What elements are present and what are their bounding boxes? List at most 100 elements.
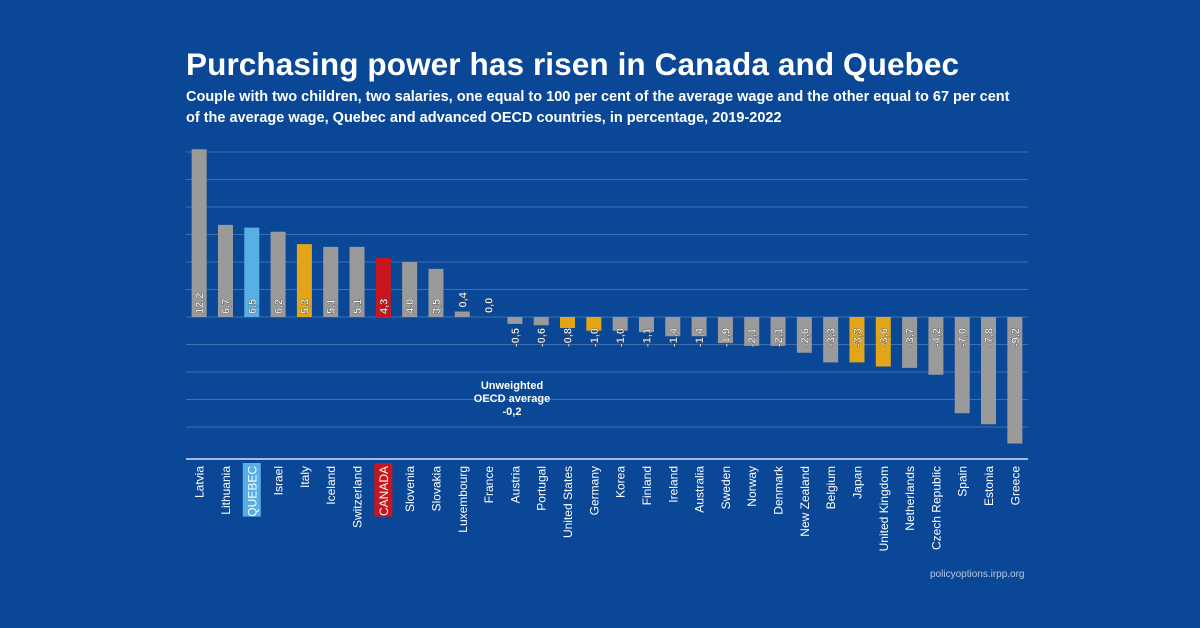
category-label: Ireland [666, 466, 680, 503]
bar [744, 317, 760, 346]
value-label: -3,6 [878, 328, 890, 347]
chart-subtitle: Couple with two children, two salaries, … [186, 89, 1010, 126]
category-label: Italy [298, 466, 312, 488]
value-label: -1,9 [720, 328, 732, 347]
category-label: Luxembourg [456, 466, 470, 533]
source-credit: policyoptions.irpp.org [930, 569, 1025, 580]
bar [375, 257, 391, 317]
value-label: -2,1 [773, 328, 785, 347]
value-label: 0,4 [457, 291, 469, 307]
category-label: Finland [640, 466, 654, 505]
category-label: Spain [956, 466, 970, 497]
category-label: Switzerland [351, 466, 365, 528]
value-label: -0,6 [536, 328, 548, 347]
value-label: -2,6 [799, 328, 811, 347]
category-label: Czech Republic [929, 466, 943, 550]
bar [612, 317, 628, 331]
bar [270, 231, 286, 317]
value-label: -1,4 [668, 327, 680, 347]
category-label: Israel [272, 466, 286, 495]
value-label: -0,8 [563, 328, 575, 347]
bar [296, 244, 312, 317]
value-label: -7,8 [984, 328, 996, 347]
category-label: Slovakia [429, 466, 443, 512]
category-label: Austria [508, 466, 522, 504]
value-label: -3,3 [826, 328, 838, 347]
value-label: 5,1 [352, 299, 364, 314]
value-label: 5,1 [326, 299, 338, 314]
bar [454, 311, 470, 317]
oecd-average-value: -0,2 [502, 406, 522, 418]
category-label: United Kingdom [877, 466, 891, 551]
bar [691, 317, 707, 337]
bar [244, 227, 260, 317]
category-label: Australia [693, 466, 707, 513]
bar [875, 317, 891, 367]
value-label: 4,3 [378, 299, 390, 314]
bar [665, 317, 681, 337]
value-label: 3,5 [431, 299, 443, 314]
category-label: Korea [614, 466, 628, 498]
bar [428, 268, 444, 317]
value-label: -7,0 [957, 328, 969, 347]
bar [217, 224, 233, 317]
category-label: QUEBEC [245, 466, 259, 517]
bar [770, 317, 786, 346]
bar [849, 317, 865, 363]
value-label: -1,0 [589, 328, 601, 347]
bar [928, 317, 944, 375]
category-label: Greece [1008, 466, 1022, 506]
category-label: Sweden [719, 466, 733, 509]
category-label-box [242, 463, 261, 517]
category-label: New Zealand [798, 466, 812, 537]
bar [507, 317, 523, 324]
value-label: 5,3 [299, 299, 311, 314]
bar [349, 246, 365, 317]
category-label: Latvia [193, 466, 207, 498]
oecd-average-line2: OECD average [473, 393, 551, 405]
category-label: Netherlands [903, 466, 917, 531]
category-label: Slovenia [403, 466, 417, 512]
category-label: CANADA [377, 466, 391, 516]
bar [560, 317, 576, 328]
bar [533, 317, 549, 326]
value-label: -3,7 [905, 328, 917, 347]
category-label: Denmark [772, 465, 786, 515]
category-label: United States [561, 466, 575, 538]
bar [717, 317, 733, 344]
value-label: -0,5 [510, 328, 522, 347]
bar [638, 317, 654, 333]
bar [981, 317, 997, 425]
category-label: Portugal [535, 466, 549, 511]
value-label: 12,2 [194, 293, 206, 314]
category-label: Iceland [324, 466, 338, 505]
oecd-average-line1: Unweighted [480, 380, 544, 392]
bar [402, 262, 418, 317]
bar [1007, 317, 1023, 444]
bar [902, 317, 918, 368]
value-label: -1,1 [641, 328, 653, 347]
value-label: -3,3 [852, 328, 864, 347]
category-label-box [374, 463, 393, 517]
category-label: Norway [745, 466, 759, 507]
bar [954, 317, 970, 414]
value-label: -1,4 [694, 327, 706, 347]
category-label: Belgium [824, 466, 838, 509]
value-label: -4,2 [931, 328, 943, 347]
category-label: France [482, 466, 496, 504]
value-label: 6,7 [220, 299, 232, 314]
value-label: 4,0 [405, 299, 417, 314]
bar [586, 317, 602, 331]
bar [823, 317, 839, 363]
value-label: 0,0 [484, 298, 496, 313]
value-label: -1,0 [615, 328, 627, 347]
bar [796, 317, 812, 353]
value-label: -9,2 [1010, 328, 1022, 347]
value-label: 6,5 [247, 299, 259, 314]
oecd-average-annotation: Unweighted OECD average -0,2 [452, 380, 572, 419]
category-label: Estonia [982, 466, 996, 506]
chart-title: Purchasing power has risen in Canada and… [186, 46, 960, 82]
bar [191, 149, 207, 317]
value-label: 6,2 [273, 299, 285, 314]
